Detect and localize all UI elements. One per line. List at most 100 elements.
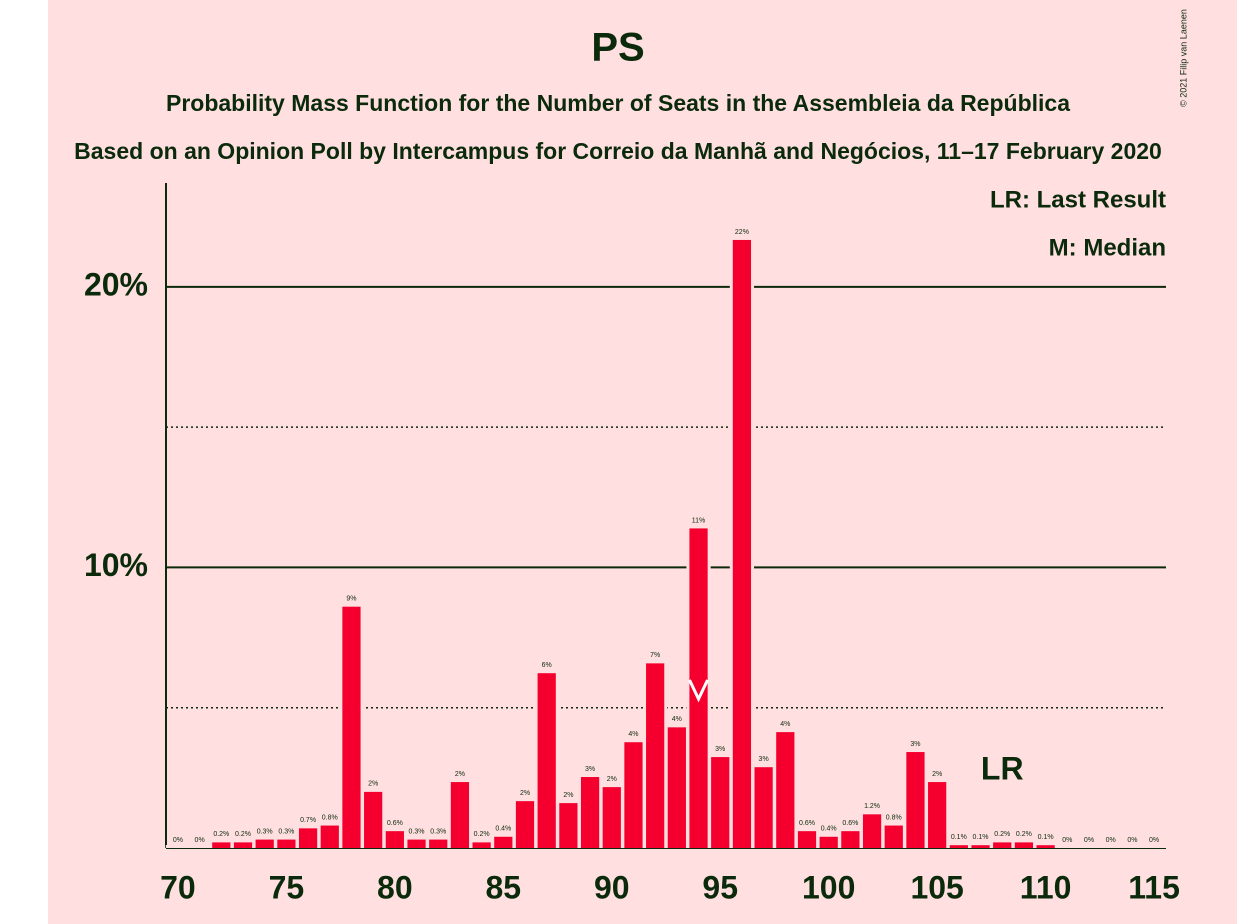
value-label: 0.3% (278, 828, 294, 835)
value-label: 0% (1062, 837, 1072, 844)
value-label: 0% (195, 837, 205, 844)
value-label: 0.2% (213, 831, 229, 838)
bar (862, 814, 882, 848)
value-label: 0.3% (257, 828, 273, 835)
value-label: 0.6% (799, 820, 815, 827)
bar (212, 842, 231, 848)
value-label: 0.2% (474, 831, 490, 838)
bar (602, 787, 621, 848)
value-label: 2% (563, 792, 573, 799)
bar (797, 831, 817, 848)
chart-subtitle: Probability Mass Function for the Number… (166, 90, 1070, 116)
median-marker (688, 679, 709, 703)
bar (580, 777, 600, 848)
value-label: 3% (759, 756, 769, 763)
value-label: 0.3% (409, 828, 425, 835)
bar (472, 842, 491, 848)
value-label: 6% (542, 662, 552, 669)
value-label: 0.2% (994, 831, 1010, 838)
bar (320, 825, 339, 848)
value-label: 0.8% (886, 814, 902, 821)
bar (559, 803, 578, 848)
value-label: 0.2% (1016, 831, 1032, 838)
value-label: 0.4% (495, 826, 511, 833)
chart-subtitle: Based on an Opinion Poll by Intercampus … (74, 138, 1162, 164)
bar (364, 791, 383, 848)
value-label: 0% (1149, 837, 1159, 844)
value-label: 2% (607, 776, 617, 783)
bar-halo (1098, 845, 1123, 848)
x-tick-label: 115 (1128, 869, 1180, 905)
legend-entry: M: Median (1049, 234, 1166, 261)
value-label: 1.2% (864, 803, 880, 810)
bar (515, 801, 535, 848)
bar (732, 239, 752, 849)
value-label: 2% (520, 790, 530, 797)
value-label: 0.2% (235, 831, 251, 838)
bar (537, 673, 556, 848)
bar (819, 836, 838, 848)
value-label: 3% (910, 741, 920, 748)
x-tick-label: 95 (702, 869, 738, 905)
bar-halo (1141, 845, 1167, 848)
chart-title: PS (591, 26, 644, 70)
value-label: 0.7% (300, 817, 316, 824)
bar (646, 663, 665, 848)
bar (1014, 842, 1034, 848)
bar (342, 606, 361, 848)
bar-halo (968, 842, 993, 848)
bar (667, 727, 686, 848)
value-label: 3% (715, 746, 725, 753)
bar (277, 839, 296, 848)
bar (1036, 845, 1055, 848)
value-label: 0.1% (951, 834, 967, 841)
value-label: 7% (650, 652, 660, 659)
value-label: 0.6% (842, 820, 858, 827)
bar (298, 828, 318, 848)
bar (884, 825, 903, 848)
bar (429, 839, 448, 848)
last-result-label: LR (981, 750, 1024, 786)
value-label: 0.8% (322, 814, 338, 821)
bar (689, 528, 708, 848)
x-tick-label: 100 (802, 869, 855, 905)
value-label: 0.3% (430, 828, 446, 835)
bar (906, 752, 925, 848)
bar (949, 845, 968, 848)
x-tick-label: 75 (269, 869, 305, 905)
value-label: 0% (1106, 837, 1116, 844)
bar (450, 782, 470, 848)
value-label: 4% (780, 721, 790, 728)
value-label: 9% (346, 596, 356, 603)
legend-entry: LR: Last Result (990, 186, 1166, 213)
bar (754, 767, 773, 848)
bar-halo (946, 842, 971, 848)
value-label: 3% (585, 766, 595, 773)
value-label: 22% (735, 229, 749, 236)
bar-halo (187, 845, 212, 848)
value-label: 0% (173, 837, 183, 844)
bar (776, 732, 795, 848)
bar (407, 839, 426, 848)
x-tick-label: 70 (160, 869, 196, 905)
bar (971, 845, 990, 848)
copyright: © 2021 Filip van Laenen (1178, 9, 1188, 107)
bar (233, 842, 253, 848)
bar-halo (1120, 845, 1145, 848)
value-label: 0.1% (973, 834, 989, 841)
value-label: 0.1% (1038, 834, 1054, 841)
value-label: 4% (672, 716, 682, 723)
bar (928, 782, 947, 848)
value-label: 4% (628, 731, 638, 738)
x-tick-label: 85 (486, 869, 522, 905)
value-label: 2% (368, 781, 378, 788)
value-label: 0.4% (821, 826, 837, 833)
bar (993, 842, 1012, 848)
bar (711, 757, 730, 848)
value-label: 2% (455, 771, 465, 778)
y-tick-label: 20% (84, 266, 148, 302)
value-label: 2% (932, 771, 942, 778)
x-tick-label: 110 (1020, 869, 1072, 905)
value-label: 0% (1084, 837, 1094, 844)
